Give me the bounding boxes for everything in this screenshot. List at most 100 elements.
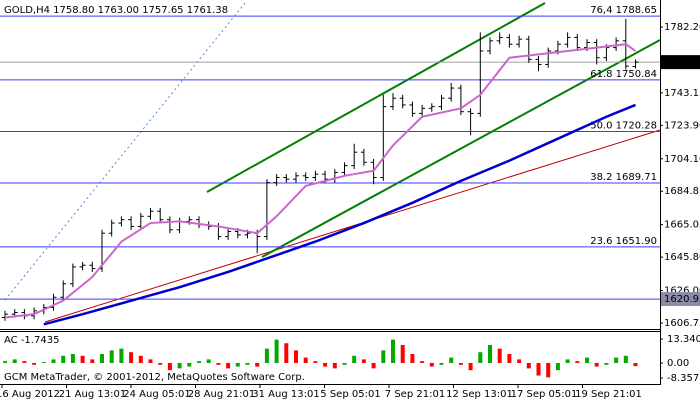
ac-bar — [361, 359, 366, 363]
ac-bar — [371, 362, 376, 369]
y-tick-label: 1606.75 — [664, 318, 700, 329]
indicator-title: AC -1.7435 — [4, 335, 59, 346]
y-tick-label: 1645.80 — [664, 252, 700, 263]
ac-bar — [400, 345, 405, 363]
ac-bar — [391, 339, 395, 363]
ac-bar — [458, 362, 463, 365]
ac-bar — [197, 361, 201, 363]
ac-bar — [478, 352, 483, 363]
ac-bar — [3, 361, 7, 363]
y-tick-label: 1782.20 — [664, 22, 700, 33]
x-tick-label: 19 Sep 21:01 — [575, 389, 642, 400]
ac-bar — [439, 362, 444, 365]
x-tick-label: 21 Aug 13:01 — [59, 389, 126, 400]
trendline — [4, 2, 246, 301]
ac-bar — [12, 359, 17, 363]
trendline — [44, 129, 661, 323]
ac-bar — [148, 359, 153, 363]
ac-bar — [332, 362, 337, 369]
x-tick-label: 12 Sep 13:01 — [446, 389, 513, 400]
ac-bar — [226, 362, 231, 369]
ac-bar — [323, 362, 328, 367]
ac-bar — [303, 357, 308, 363]
ac-bar — [594, 362, 599, 367]
ac-bar — [119, 348, 124, 363]
ac-bar — [216, 362, 221, 365]
ac-bar — [206, 359, 211, 363]
ac-bar — [235, 362, 240, 367]
fibo-label: 38.2 1689.71 — [590, 172, 657, 183]
ac-bar — [167, 362, 172, 371]
channel-line — [261, 39, 661, 258]
y-tick-label: 1723.90 — [664, 120, 700, 131]
ac-bar — [80, 355, 85, 363]
fibo-label: 61.8 1750.84 — [590, 69, 657, 80]
ac-bar — [51, 359, 56, 363]
fibo-label: 50.0 1720.28 — [590, 120, 657, 131]
moving-average — [4, 43, 637, 319]
ac-bar — [70, 353, 75, 363]
ac-bar — [633, 362, 638, 367]
ac-bar — [507, 353, 512, 363]
ac-bar — [449, 357, 454, 363]
x-tick-label: 5 Sep 05:01 — [320, 389, 380, 400]
ac-bar — [32, 362, 37, 365]
ac-bar — [284, 343, 289, 363]
y-tick-label: 1626.00 — [664, 286, 700, 297]
channel-line — [206, 2, 546, 193]
ac-bar — [158, 362, 163, 365]
ac-bar — [488, 345, 492, 363]
x-tick-label: 28 Aug 21:01 — [188, 389, 255, 400]
ac-bar — [623, 355, 628, 363]
ac-bar — [264, 348, 269, 363]
x-tick-label: 16 Aug 2012 — [0, 389, 60, 400]
ac-bar — [255, 362, 260, 367]
ac-bar — [61, 355, 66, 363]
x-tick-label: 24 Aug 05:01 — [123, 389, 190, 400]
fibo-label: 76,4 1788.65 — [590, 5, 657, 16]
ac-bar — [274, 339, 279, 363]
ac-bar — [565, 359, 570, 363]
moving-average — [43, 103, 636, 326]
price-label-box — [661, 292, 700, 307]
price-label: 1620.95 — [664, 294, 700, 305]
ac-bar — [313, 361, 318, 363]
ac-bar — [22, 361, 27, 363]
ac-bar — [410, 353, 415, 363]
y-tick-label: 0.00 — [667, 358, 689, 369]
ac-bar — [41, 362, 46, 363]
ac-bar — [381, 350, 386, 363]
ac-bar — [187, 362, 192, 367]
ac-bar — [129, 352, 134, 363]
y-tick-label: 1743.15 — [664, 88, 700, 99]
y-tick-label: -8.3573 — [667, 373, 700, 384]
ac-bar — [109, 350, 114, 363]
ac-bar — [585, 357, 589, 363]
ac-bar — [536, 362, 541, 376]
ac-bar — [575, 361, 580, 363]
ac-bar — [245, 362, 250, 365]
ac-bar — [352, 355, 357, 363]
y-tick-label: 13.3407 — [667, 334, 700, 345]
copyright: GCM MetaTrader, © 2001-2012, MetaQuotes … — [4, 372, 305, 383]
ac-bar — [604, 362, 609, 365]
y-tick-label: 1684.85 — [664, 186, 700, 197]
ac-bar — [342, 362, 347, 365]
ac-bar — [429, 362, 434, 367]
ac-bar — [526, 362, 531, 369]
ac-bar — [468, 362, 473, 371]
x-tick-label: 17 Sep 05:01 — [511, 389, 578, 400]
ac-bar — [177, 362, 182, 369]
price-label-box — [661, 55, 700, 70]
price-label: 1761.38 — [664, 57, 700, 68]
ac-bar — [420, 361, 425, 363]
x-tick-label: 31 Aug 13:01 — [252, 389, 319, 400]
ac-bar — [100, 353, 104, 363]
ac-bar — [546, 362, 551, 378]
x-tick-label: 7 Sep 21:01 — [385, 389, 445, 400]
ac-bar — [294, 350, 298, 363]
ac-bar — [90, 359, 95, 363]
y-tick-label: 1665.05 — [664, 220, 700, 231]
